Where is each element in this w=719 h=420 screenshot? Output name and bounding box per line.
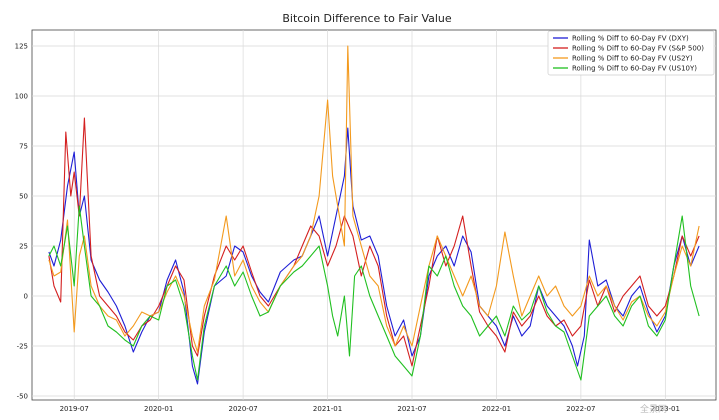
x-tick-label: 2021-01 (313, 405, 342, 413)
watermark: 全景网 (640, 403, 667, 415)
x-tick-label: 2020-07 (228, 405, 257, 413)
x-tick-label: 2022-01 (482, 405, 511, 413)
plot-area (31, 29, 717, 401)
y-tick-label: 25 (19, 243, 28, 251)
legend: Rolling % Diff to 60-Day FV (DXY) Rolling… (547, 30, 715, 76)
x-tick-label: 2021-07 (397, 405, 426, 413)
y-tick-label: 75 (19, 143, 28, 151)
chart-title: Bitcoin Difference to Fair Value (282, 12, 452, 25)
tick-layer: -50 -25 0 25 50 75 100 125 2019-07 2020-01 2020-07… (15, 43, 680, 414)
legend-label-0: Rolling % Diff to 60-Day FV (DXY) (572, 35, 689, 43)
y-tick-label: 100 (15, 93, 28, 101)
legend-label-1: Rolling % Diff to 60-Day FV (S&P 500) (572, 45, 704, 53)
x-tick-label: 2022-07 (566, 405, 595, 413)
y-tick-label: -50 (17, 393, 28, 401)
x-tick-label: 2023-01 (651, 405, 680, 413)
y-tick-label: 0 (24, 293, 28, 301)
legend-label-3: Rolling % Diff to 60-Day FV (US10Y) (572, 65, 697, 73)
series-layer (48, 45, 700, 385)
legend-label-2: Rolling % Diff to 60-Day FV (US2Y) (572, 55, 693, 63)
y-tick-label: -25 (17, 343, 28, 351)
series-line-3 (48, 205, 700, 381)
series-line-2 (48, 45, 700, 353)
legend-box (547, 30, 715, 76)
x-tick-label: 2019-07 (60, 405, 89, 413)
y-tick-label: 50 (19, 193, 28, 201)
grid-layer (32, 30, 716, 400)
series-line-0 (48, 127, 700, 385)
x-tick-label: 2020-01 (144, 405, 173, 413)
y-tick-label: 125 (15, 43, 28, 51)
